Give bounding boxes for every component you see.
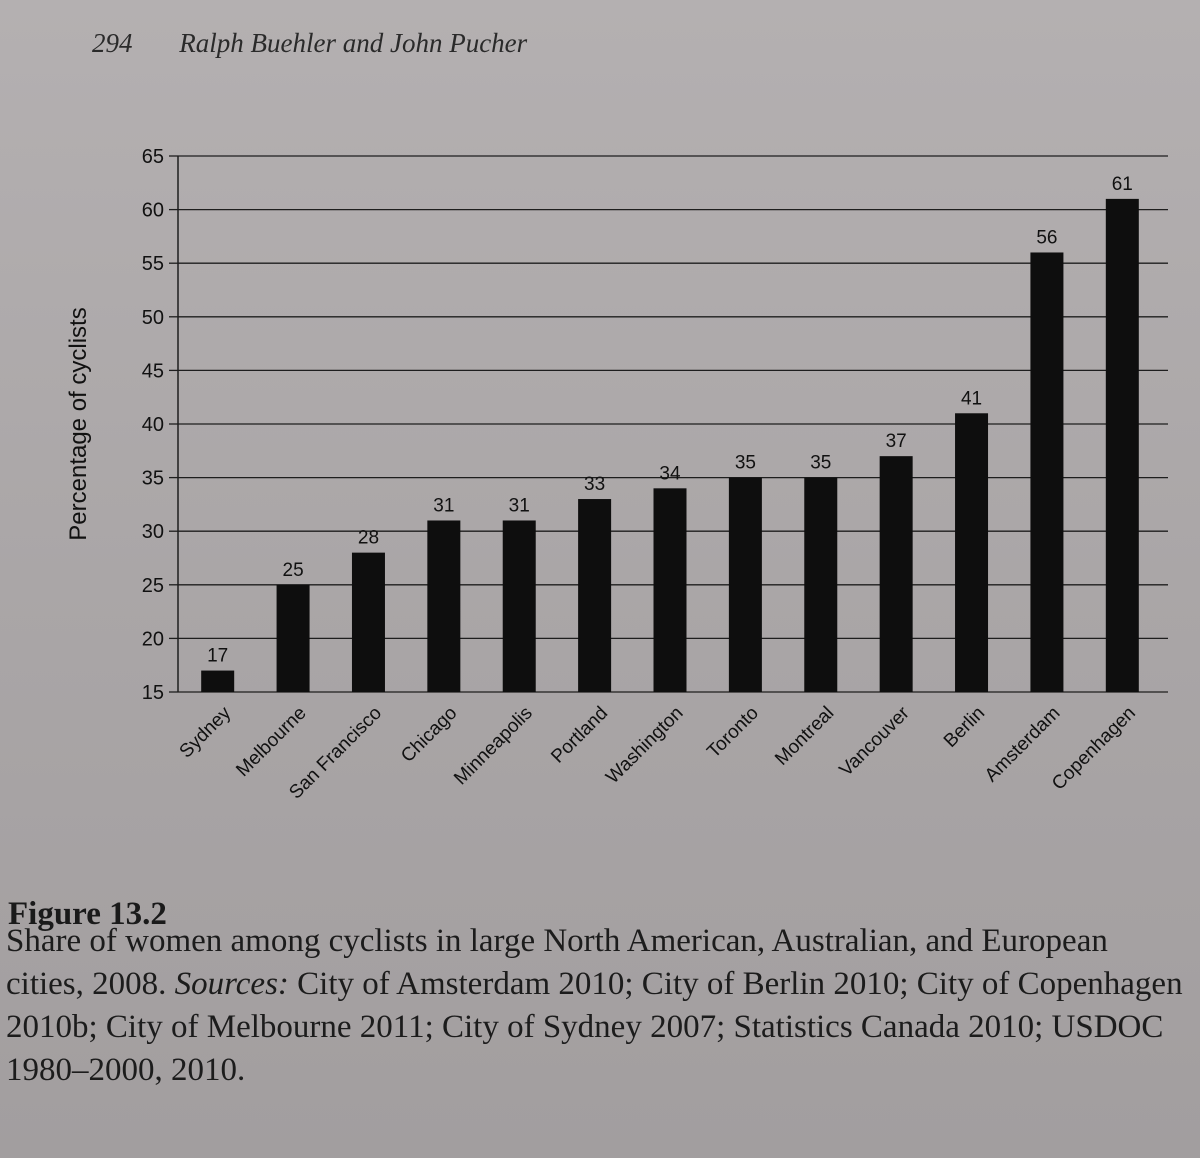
y-tick-label: 60 [142, 200, 164, 222]
figure-caption: Share of women among cyclists in large N… [6, 920, 1191, 1092]
bar-washington [653, 488, 687, 692]
bar-vancouver [879, 456, 913, 692]
bar-montreal [804, 477, 838, 692]
bar-melbourne [276, 584, 310, 692]
value-label: 35 [735, 453, 756, 474]
caption-sources-label: Sources: [174, 966, 289, 1002]
caption-main: Share of women among cyclists in large N… [6, 923, 1108, 1002]
bar-minneapolis [502, 520, 536, 692]
y-tick-label: 25 [142, 575, 164, 597]
y-tick-label: 35 [142, 468, 164, 490]
y-tick-label: 20 [142, 628, 164, 650]
caption-sources-text: City of Amsterdam 2010; City of Berlin 2… [6, 966, 1183, 1088]
value-label: 25 [283, 560, 304, 581]
category-label: Portland [547, 703, 612, 768]
bar-sydney [201, 670, 235, 692]
page-number: 294 [92, 28, 133, 58]
category-label: Montreal [771, 703, 838, 770]
y-tick-label: 65 [142, 146, 164, 168]
value-label: 28 [358, 528, 379, 549]
running-head-authors: Ralph Buehler and John Pucher [179, 28, 528, 58]
category-label: Melbourne [232, 703, 310, 781]
value-label: 41 [961, 388, 982, 409]
category-label: Amsterdam [981, 703, 1065, 787]
bar-amsterdam [1030, 252, 1064, 693]
y-tick-label: 45 [142, 360, 164, 382]
category-label: Chicago [397, 703, 461, 767]
bars [201, 198, 1139, 693]
value-label: 37 [886, 431, 907, 452]
bar-san-francisco [351, 552, 385, 692]
bar-copenhagen [1105, 198, 1139, 692]
value-label: 33 [584, 474, 605, 495]
y-axis-ticks: 15 20 25 30 35 40 45 50 55 60 65 [142, 146, 178, 704]
value-label: 17 [207, 646, 228, 667]
value-label: 61 [1112, 174, 1133, 195]
bar-portland [578, 499, 612, 692]
value-label: 35 [810, 453, 831, 474]
y-tick-label: 15 [142, 682, 164, 704]
category-label: Washington [602, 703, 687, 788]
gridlines [178, 155, 1168, 693]
category-label: Toronto [703, 703, 763, 763]
bar-chart-svg: 15 20 25 30 35 40 45 50 55 60 65 17 25 28 31 31 33 34 35 3… [65, 146, 1168, 803]
figure-label: Figure 13.2 [8, 896, 167, 932]
value-label: 31 [509, 495, 530, 516]
category-label: Berlin [940, 703, 989, 752]
y-tick-label: 50 [142, 307, 164, 329]
bar-toronto [728, 477, 762, 692]
value-labels: 17 25 28 31 31 33 34 35 35 37 41 56 61 [207, 174, 1133, 667]
y-tick-label: 30 [142, 521, 164, 543]
y-tick-label: 55 [142, 253, 164, 275]
bar-chicago [427, 520, 461, 692]
bar-chart: 15 20 25 30 35 40 45 50 55 60 65 17 25 28 31 31 33 34 35 3… [65, 146, 1168, 803]
y-axis-title: Percentage of cyclists [65, 307, 92, 540]
value-label: 56 [1036, 227, 1057, 248]
bar-berlin [955, 413, 989, 692]
running-head: 294 Ralph Buehler and John Pucher [92, 28, 527, 59]
value-label: 31 [433, 495, 454, 516]
category-label: Vancouver [836, 702, 915, 781]
category-label: Sydney [176, 702, 236, 762]
category-label: Minneapolis [450, 703, 537, 790]
value-label: 34 [659, 463, 681, 484]
y-tick-label: 40 [142, 414, 164, 436]
